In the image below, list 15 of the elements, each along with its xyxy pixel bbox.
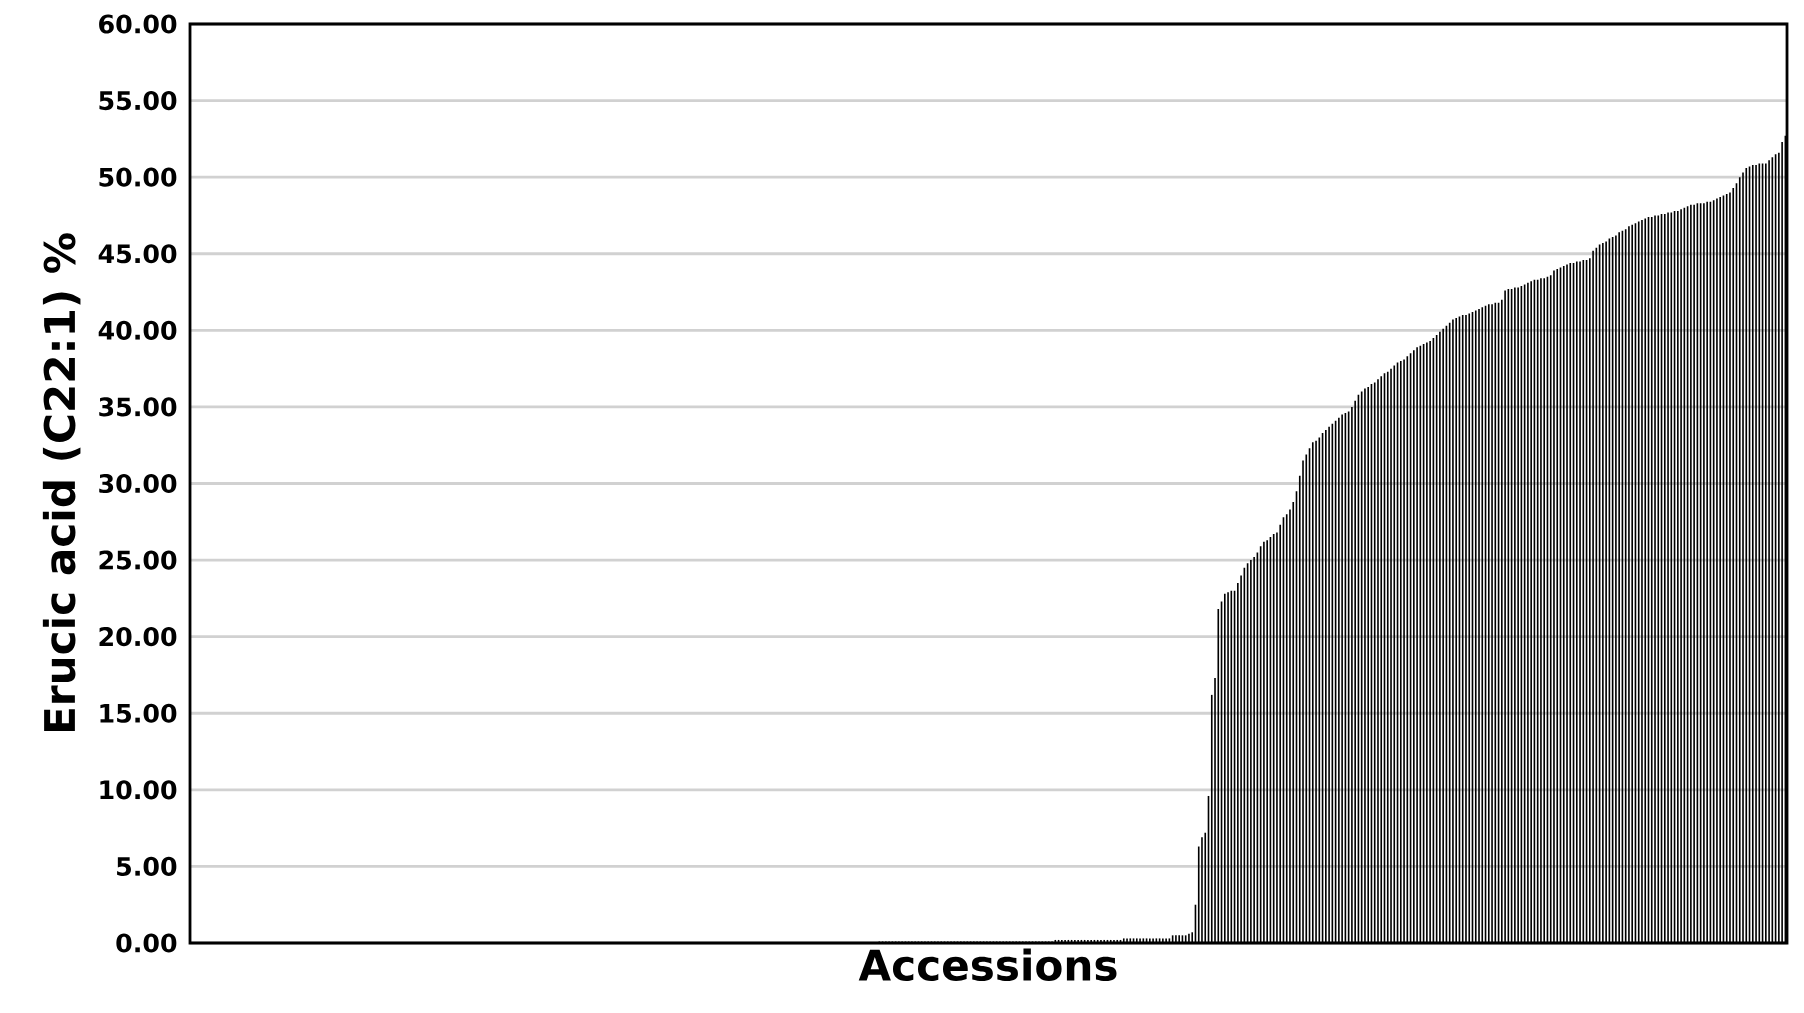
- y-tick-label: 45.00: [98, 244, 177, 264]
- y-tick-label: 50.00: [99, 167, 177, 187]
- y-axis-title: Erucic acid (C22:1) %: [42, 233, 81, 732]
- y-tick-label: 0.00: [116, 933, 177, 953]
- y-tick-label: 35.00: [99, 397, 177, 417]
- y-tick-label: 20.00: [99, 627, 177, 647]
- y-tick-label: 10.00: [100, 780, 177, 800]
- y-tick-label: 30.00: [99, 473, 177, 494]
- y-tick-label: 40.00: [98, 320, 177, 340]
- x-axis-title: Accessions: [858, 948, 1117, 982]
- y-tick-label: 60.00: [99, 14, 177, 34]
- y-tick-label: 55.00: [99, 91, 177, 111]
- y-tick-label: 5.00: [117, 856, 177, 876]
- y-tick-label: 15.00: [100, 703, 177, 723]
- y-tick-label: 25.00: [99, 550, 177, 570]
